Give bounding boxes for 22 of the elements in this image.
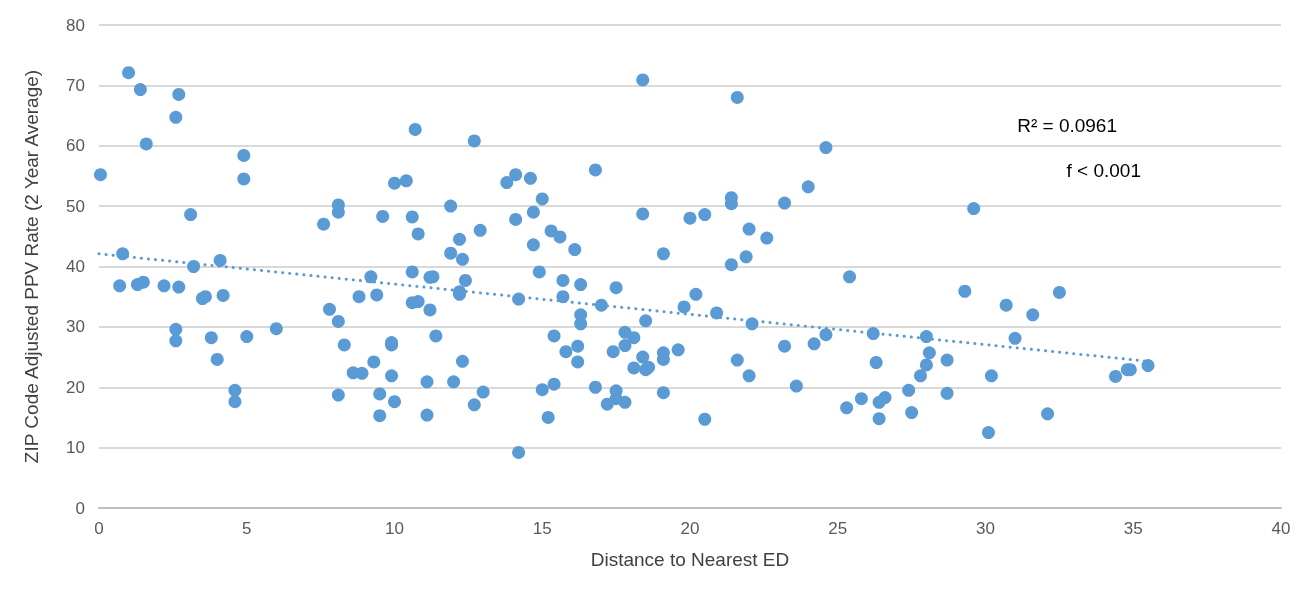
y-tick-label: 30 <box>66 317 85 337</box>
x-tick-label: 15 <box>532 519 552 538</box>
x-tick-label: 40 <box>1271 519 1291 538</box>
x-tick-label: 5 <box>242 519 252 538</box>
x-tick-label: 30 <box>976 519 995 538</box>
y-tick-label: 40 <box>66 257 85 276</box>
x-tick-label: 35 <box>1123 519 1143 538</box>
y-tick-label: 10 <box>66 438 85 458</box>
annotation: R² = 0.0961 <box>1017 115 1118 136</box>
y-axis-title: ZIP Code Adjusted PPV Rate (2 Year Average) <box>21 69 42 464</box>
x-tick-label: 0 <box>94 519 104 538</box>
x-tick-label: 10 <box>385 519 404 538</box>
y-tick-label: 0 <box>75 498 85 518</box>
annotation: f < 0.001 <box>1066 160 1142 181</box>
y-tick-label: 50 <box>66 196 85 216</box>
y-tick-label: 70 <box>66 75 85 95</box>
x-tick-label: 20 <box>680 519 700 538</box>
x-axis-title: Distance to Nearest ED <box>590 549 790 570</box>
x-tick-label: 25 <box>828 519 848 538</box>
y-tick-label: 80 <box>66 15 85 35</box>
y-tick-label: 20 <box>66 377 85 397</box>
y-tick-label: 60 <box>66 136 85 156</box>
